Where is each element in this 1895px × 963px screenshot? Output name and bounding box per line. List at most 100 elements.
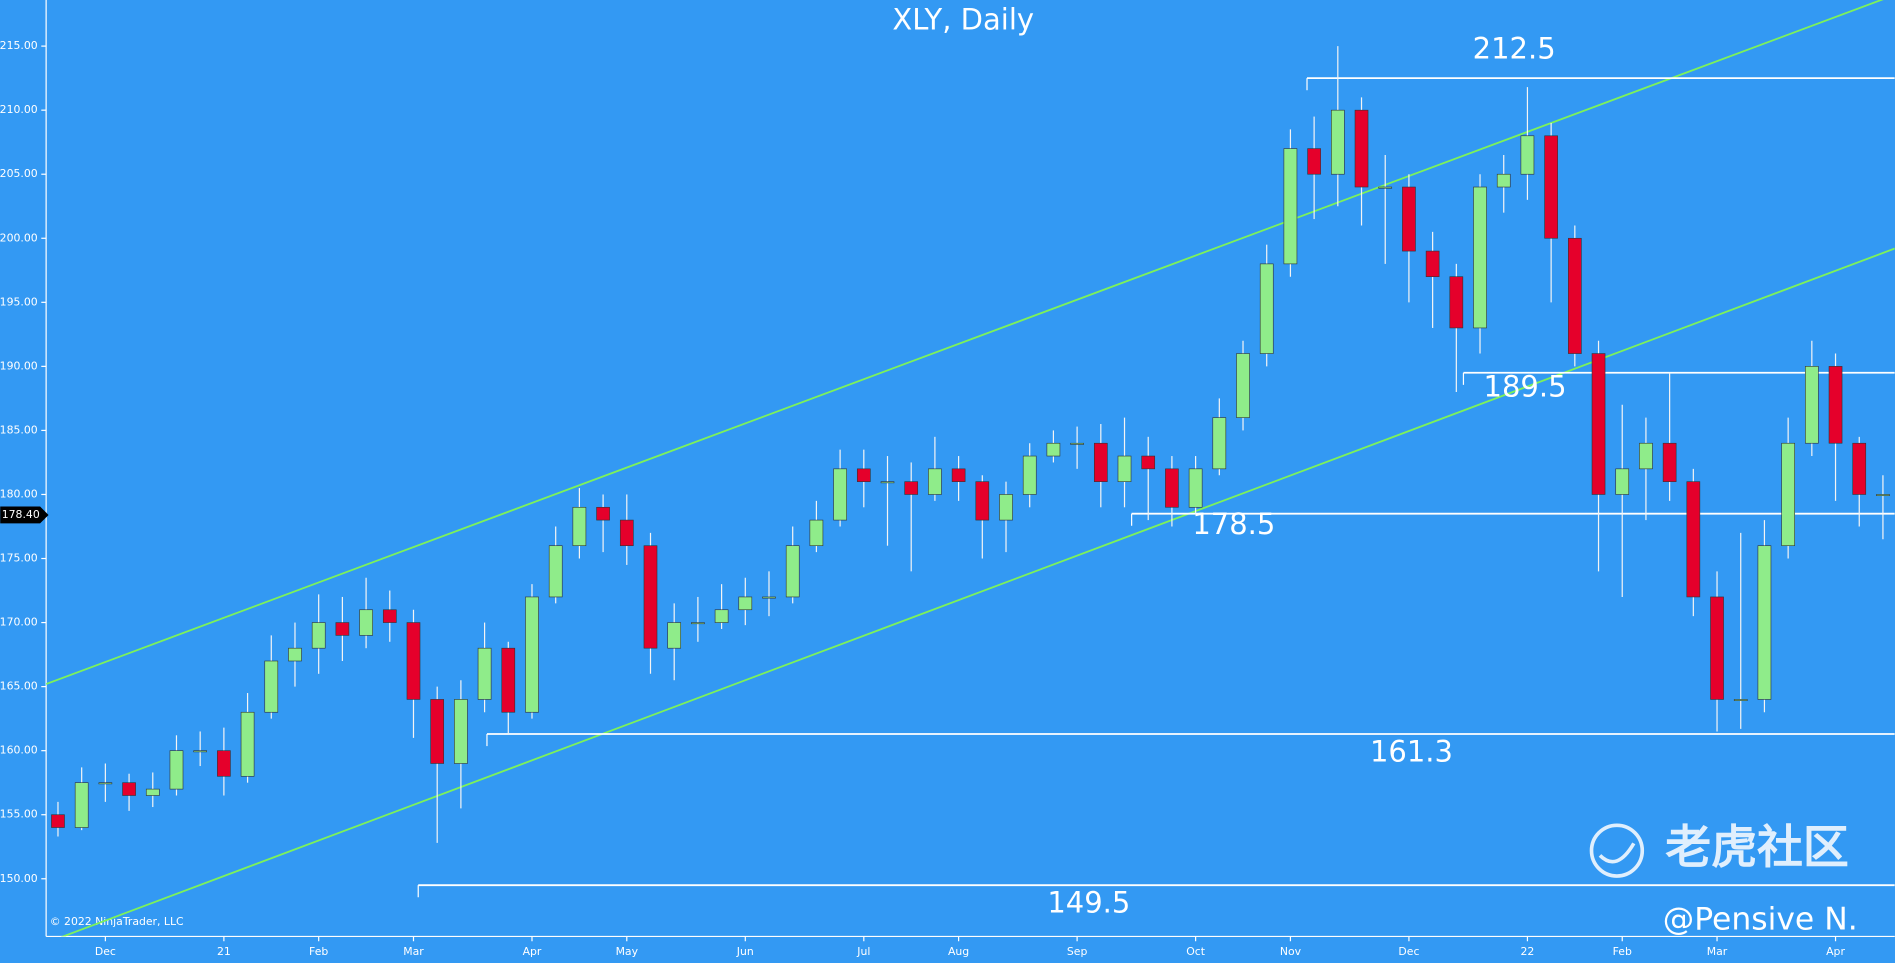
- level-label: 161.3: [1370, 734, 1453, 768]
- x-tick-label: Feb: [1613, 945, 1632, 958]
- channel-line: [60, 247, 1895, 937]
- y-tick-label: 170.00: [0, 616, 38, 629]
- candle-body: [288, 647, 302, 662]
- candle-body: [1496, 173, 1511, 188]
- x-tick-label: Apr: [1826, 945, 1845, 958]
- x-tick-label: May: [616, 945, 639, 958]
- plot-area: [46, 0, 1895, 937]
- candle-body: [738, 596, 753, 611]
- y-tick-label: 190.00: [0, 359, 38, 372]
- candle-body: [667, 622, 682, 649]
- candle-body: [1828, 366, 1843, 444]
- candle-body: [975, 481, 990, 521]
- price-tag-label: 178.40: [2, 508, 40, 521]
- y-tick-label: 210.00: [0, 103, 38, 116]
- candle-body: [359, 609, 373, 636]
- candle-body: [1093, 442, 1108, 482]
- x-tick-label: Sep: [1067, 945, 1088, 958]
- candle-body: [1686, 481, 1701, 598]
- candle-body: [1805, 366, 1819, 444]
- candle-body: [1307, 148, 1321, 175]
- candle-body: [1070, 442, 1084, 445]
- candle-body: [809, 519, 824, 547]
- candle-body: [904, 481, 919, 495]
- y-tick-label: 150.00: [0, 872, 38, 885]
- candle-body: [217, 750, 231, 777]
- y-tick-label: 160.00: [0, 744, 38, 757]
- candle-body: [714, 609, 729, 623]
- candle-body: [1331, 109, 1345, 175]
- candle-body: [951, 468, 966, 482]
- watermark: 老虎社区: [1665, 820, 1849, 874]
- candle-body: [1425, 250, 1440, 278]
- candle-body: [1141, 455, 1156, 470]
- chart-title: XLY, Daily: [892, 3, 1034, 37]
- signature: @Pensive N.: [1663, 902, 1858, 938]
- candle-body: [691, 622, 705, 625]
- x-tick-label: Dec: [1398, 945, 1419, 958]
- candle-body: [454, 699, 468, 764]
- candle-body: [1117, 455, 1132, 482]
- candle-body: [596, 506, 610, 521]
- candle-body: [833, 468, 847, 521]
- candle-body: [51, 814, 65, 828]
- candle-body: [1165, 468, 1179, 508]
- channel-line: [46, 0, 1884, 685]
- candle-body: [430, 699, 445, 764]
- candle-body: [548, 545, 563, 598]
- candle-body: [1852, 442, 1867, 495]
- candle-body: [1449, 276, 1464, 329]
- level-label: 149.5: [1047, 886, 1130, 920]
- candle-body: [501, 647, 516, 713]
- y-tick-label: 205.00: [0, 167, 38, 180]
- candle-body: [193, 750, 207, 753]
- x-tick-label: Oct: [1186, 945, 1205, 958]
- y-tick-label: 155.00: [0, 808, 38, 821]
- candle-body: [406, 622, 421, 700]
- candle-body: [999, 494, 1013, 521]
- x-tick-label: Feb: [309, 945, 328, 958]
- y-tick-label: 185.00: [0, 423, 38, 436]
- y-tick-label: 180.00: [0, 487, 38, 500]
- candle-body: [1615, 468, 1630, 495]
- candle-body: [122, 782, 136, 796]
- x-tick-label: Mar: [403, 945, 424, 958]
- x-tick-label: Nov: [1280, 945, 1302, 958]
- candle-body: [1733, 699, 1748, 701]
- y-tick-label: 165.00: [0, 680, 38, 693]
- candle-body: [1212, 417, 1227, 470]
- candle-body: [1378, 186, 1393, 189]
- candle-body: [1591, 353, 1606, 495]
- candle-body: [311, 622, 326, 649]
- candle-body: [335, 622, 350, 636]
- candle-body: [1876, 494, 1890, 496]
- x-tick-label: Dec: [95, 945, 116, 958]
- candle-body: [169, 750, 184, 790]
- x-tick-label: Jul: [856, 945, 870, 958]
- candle-body: [856, 468, 871, 482]
- candle-body: [572, 506, 587, 547]
- candle-body: [1544, 135, 1558, 239]
- x-tick-label: Apr: [523, 945, 542, 958]
- copyright: © 2022 NinjaTrader, LLC: [50, 915, 184, 928]
- candle-body: [1354, 109, 1369, 188]
- candle-body: [1259, 263, 1274, 354]
- candle-body: [1757, 545, 1772, 700]
- candle-body: [477, 647, 492, 700]
- x-tick-label: Aug: [948, 945, 969, 958]
- candle-body: [1473, 186, 1487, 329]
- y-tick-label: 200.00: [0, 231, 38, 244]
- level-label: 189.5: [1484, 369, 1567, 403]
- level-label: 178.5: [1192, 507, 1275, 541]
- candle-body: [1402, 186, 1416, 252]
- candle-body: [1710, 596, 1724, 700]
- candle-body: [1639, 442, 1653, 470]
- candle-body: [619, 519, 634, 547]
- candle-body: [1283, 148, 1298, 265]
- candle-body: [1046, 442, 1061, 457]
- candle-body: [525, 596, 539, 713]
- candle-body: [1188, 468, 1203, 508]
- candle-body: [643, 545, 658, 649]
